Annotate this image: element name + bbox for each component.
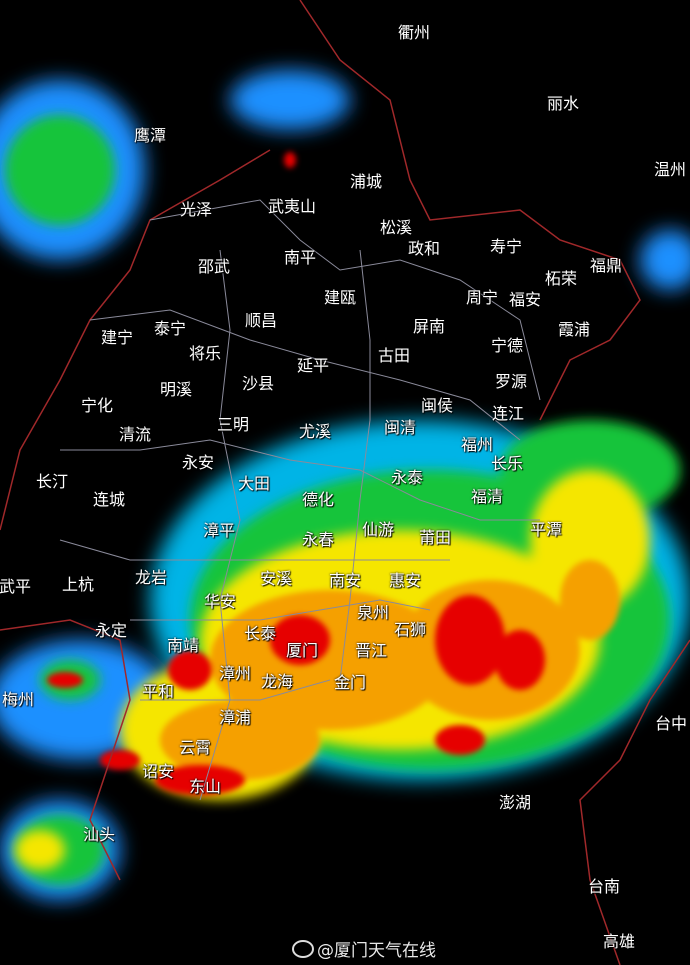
city-label: 梅州 bbox=[1, 690, 35, 709]
city-label: 长泰 bbox=[243, 624, 277, 643]
city-label: 尤溪 bbox=[298, 422, 332, 441]
city-label: 安溪 bbox=[259, 569, 293, 588]
city-label: 政和 bbox=[407, 239, 441, 258]
watermark: @厦门天气在线 bbox=[292, 936, 436, 961]
city-label: 泰宁 bbox=[153, 319, 187, 338]
city-label: 武夷山 bbox=[267, 197, 317, 216]
city-label: 晋江 bbox=[354, 641, 388, 660]
city-label: 漳浦 bbox=[218, 708, 252, 727]
city-label: 诏安 bbox=[141, 762, 175, 781]
city-label: 周宁 bbox=[465, 288, 499, 307]
city-label: 南安 bbox=[328, 571, 362, 590]
city-label: 连城 bbox=[92, 490, 126, 509]
city-label: 福州 bbox=[460, 435, 494, 454]
city-label: 华安 bbox=[203, 592, 237, 611]
city-label: 长汀 bbox=[35, 472, 69, 491]
city-label: 建瓯 bbox=[323, 288, 357, 307]
city-label: 云霄 bbox=[178, 738, 212, 757]
city-label: 上杭 bbox=[61, 575, 95, 594]
city-label: 三明 bbox=[216, 415, 250, 434]
city-label: 宁德 bbox=[490, 336, 524, 355]
city-label: 泉州 bbox=[356, 603, 390, 622]
city-label: 南平 bbox=[283, 248, 317, 267]
city-label: 清流 bbox=[118, 425, 152, 444]
city-label: 仙游 bbox=[361, 520, 395, 539]
city-label: 石狮 bbox=[393, 620, 427, 639]
city-label: 建宁 bbox=[100, 328, 134, 347]
city-label: 龙海 bbox=[260, 672, 294, 691]
city-label: 永定 bbox=[94, 621, 128, 640]
city-label: 莆田 bbox=[418, 528, 452, 547]
city-label: 武平 bbox=[0, 577, 32, 596]
city-label: 平和 bbox=[141, 682, 175, 701]
city-label: 柘荣 bbox=[544, 269, 578, 288]
city-label: 澎湖 bbox=[498, 793, 532, 812]
city-label: 延平 bbox=[296, 356, 330, 375]
city-label: 福清 bbox=[470, 487, 504, 506]
city-label: 永春 bbox=[301, 530, 335, 549]
city-label: 平潭 bbox=[529, 520, 563, 539]
echo-red bbox=[47, 152, 545, 795]
city-label: 连江 bbox=[491, 404, 525, 423]
city-label: 顺昌 bbox=[244, 311, 278, 330]
city-label: 松溪 bbox=[379, 218, 413, 237]
city-label: 漳州 bbox=[218, 664, 252, 683]
city-label: 衢州 bbox=[397, 23, 431, 42]
city-label: 永安 bbox=[181, 453, 215, 472]
city-label: 浦城 bbox=[349, 172, 383, 191]
city-label: 福鼎 bbox=[589, 256, 623, 275]
city-label: 惠安 bbox=[388, 571, 422, 590]
city-label: 高雄 bbox=[602, 932, 636, 951]
city-label: 霞浦 bbox=[557, 320, 591, 339]
city-label: 汕头 bbox=[82, 825, 116, 844]
city-label: 南靖 bbox=[166, 636, 200, 655]
city-label: 鹰潭 bbox=[133, 126, 167, 145]
watermark-text: @厦门天气在线 bbox=[317, 941, 436, 961]
city-label: 永泰 bbox=[390, 468, 424, 487]
city-label: 屏南 bbox=[412, 317, 446, 336]
city-label: 闽清 bbox=[383, 418, 417, 437]
city-label: 温州 bbox=[653, 160, 687, 179]
city-label: 丽水 bbox=[546, 94, 580, 113]
city-label: 光泽 bbox=[179, 200, 213, 219]
city-label: 闽侯 bbox=[420, 396, 454, 415]
city-label: 长乐 bbox=[490, 454, 524, 473]
city-label: 寿宁 bbox=[489, 237, 523, 256]
city-label: 福安 bbox=[508, 290, 542, 309]
city-label: 厦门 bbox=[285, 641, 319, 660]
city-label: 明溪 bbox=[159, 380, 193, 399]
city-label: 将乐 bbox=[188, 344, 222, 363]
weibo-icon bbox=[292, 940, 314, 958]
city-label: 东山 bbox=[188, 777, 222, 796]
city-label: 金门 bbox=[333, 673, 367, 692]
city-label: 台中 bbox=[654, 714, 688, 733]
city-label: 沙县 bbox=[241, 374, 275, 393]
city-label: 邵武 bbox=[197, 257, 231, 276]
city-label: 大田 bbox=[237, 474, 271, 493]
city-label: 德化 bbox=[301, 490, 335, 509]
city-label: 宁化 bbox=[80, 396, 114, 415]
city-label: 漳平 bbox=[202, 521, 236, 540]
city-label: 台南 bbox=[587, 877, 621, 896]
city-label: 龙岩 bbox=[134, 568, 168, 587]
city-label: 古田 bbox=[377, 346, 411, 365]
city-label: 罗源 bbox=[494, 372, 528, 391]
